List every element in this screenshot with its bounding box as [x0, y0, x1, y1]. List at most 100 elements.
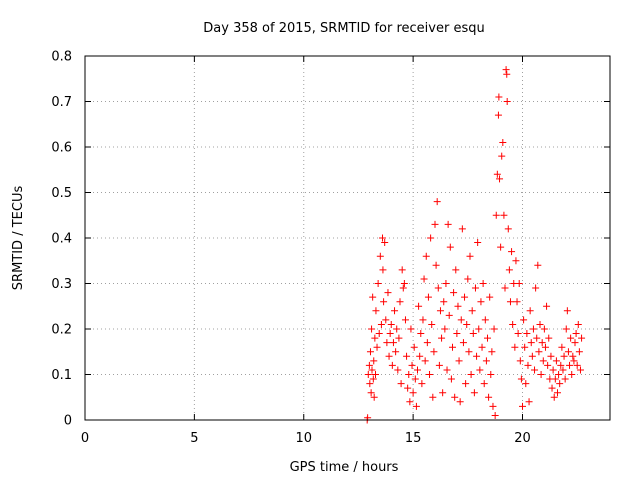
data-point — [444, 220, 452, 228]
data-point — [372, 307, 380, 315]
data-point — [454, 302, 462, 310]
data-point — [556, 380, 564, 388]
data-point — [466, 252, 474, 260]
data-point — [393, 325, 401, 333]
data-point — [545, 334, 553, 342]
data-point — [504, 225, 512, 233]
data-point — [564, 348, 572, 356]
data-point — [392, 348, 400, 356]
data-point — [533, 334, 541, 342]
data-point — [405, 371, 413, 378]
data-point — [383, 339, 391, 347]
data-point — [435, 361, 443, 369]
data-point — [447, 375, 455, 383]
data-point — [423, 339, 431, 347]
data-point — [464, 275, 472, 283]
data-point — [551, 375, 559, 383]
y-tick-label: 0.2 — [51, 323, 72, 338]
data-point — [554, 389, 561, 397]
data-point — [538, 339, 546, 347]
data-point — [521, 343, 529, 351]
data-point — [559, 366, 567, 374]
data-point — [365, 361, 373, 369]
data-point — [381, 239, 389, 247]
data-point — [468, 307, 476, 315]
data-point — [386, 330, 394, 338]
data-point — [443, 366, 451, 374]
data-point — [374, 280, 382, 287]
data-point — [495, 93, 503, 101]
data-point — [372, 371, 379, 378]
data-point — [436, 307, 444, 315]
data-point — [541, 343, 549, 351]
data-point — [502, 66, 510, 74]
y-axis-label: SRMTID / TECUs — [11, 186, 26, 291]
data-point — [567, 334, 575, 342]
data-point — [484, 334, 491, 342]
plot-frame — [84, 55, 611, 421]
data-point — [575, 348, 583, 356]
data-point — [493, 170, 501, 178]
data-point — [524, 361, 532, 369]
data-point — [439, 389, 447, 397]
data-point — [440, 298, 448, 306]
data-point — [430, 348, 438, 356]
data-point — [471, 284, 479, 292]
data-point — [404, 384, 412, 392]
data-point — [376, 252, 384, 260]
data-point — [480, 380, 488, 388]
data-point — [417, 330, 425, 338]
data-point — [380, 298, 388, 306]
data-point — [421, 357, 429, 365]
data-point — [482, 357, 490, 365]
data-point — [487, 371, 495, 378]
data-point — [388, 361, 396, 369]
data-point — [400, 280, 408, 287]
data-point — [519, 402, 526, 410]
data-point — [414, 366, 421, 374]
data-point — [560, 352, 568, 360]
data-point — [375, 330, 383, 338]
data-point — [570, 357, 578, 365]
data-point — [401, 316, 409, 324]
data-point — [463, 320, 471, 328]
data-point — [529, 325, 537, 333]
data-point — [449, 343, 456, 351]
data-point — [561, 375, 569, 383]
data-point — [571, 339, 579, 347]
data-point — [474, 239, 482, 247]
x-tick-label: 0 — [81, 431, 89, 446]
data-point — [503, 98, 511, 105]
data-point — [427, 234, 435, 242]
data-point — [489, 402, 497, 410]
data-point — [394, 366, 402, 374]
data-point — [566, 361, 574, 369]
data-point — [477, 298, 485, 306]
data-point — [445, 311, 453, 319]
data-point — [520, 316, 528, 324]
data-point — [478, 343, 486, 351]
gridlines — [85, 56, 610, 420]
data-point — [368, 325, 376, 333]
y-tick-label: 0.4 — [51, 232, 72, 247]
data-point — [576, 366, 584, 374]
y-tick-label: 0 — [64, 414, 72, 429]
y-tick-label: 0.3 — [51, 277, 72, 292]
data-point — [544, 361, 552, 369]
data-point — [486, 293, 494, 301]
data-point — [508, 248, 516, 256]
data-point — [459, 339, 467, 347]
data-point — [517, 375, 525, 383]
data-point — [398, 266, 406, 274]
data-point — [406, 398, 414, 406]
x-tick-label: 5 — [190, 431, 198, 446]
data-point — [543, 302, 551, 310]
data-point — [470, 389, 478, 397]
data-point — [403, 352, 411, 360]
data-point — [539, 357, 547, 365]
data-point — [366, 348, 374, 356]
chart-title: Day 358 of 2015, SRMTID for receiver esq… — [203, 21, 484, 36]
data-point — [370, 357, 378, 365]
data-point — [367, 389, 375, 397]
data-point — [432, 261, 440, 269]
